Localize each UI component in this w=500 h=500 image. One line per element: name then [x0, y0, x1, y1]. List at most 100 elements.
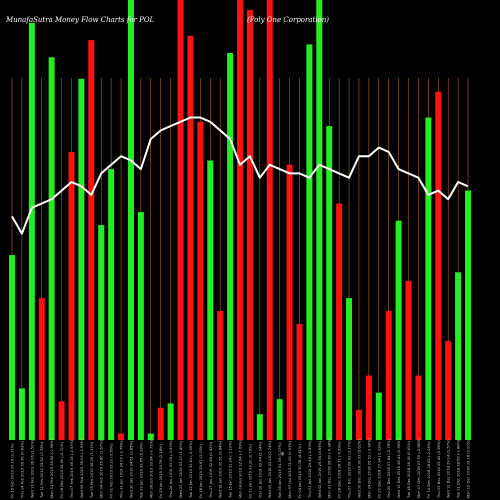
tick-label: Mon 10 Dec 2018 29.18 (0.00%) [467, 439, 471, 498]
chart-subtitle: (Poly One Corporation) [247, 16, 329, 24]
tick-label: Thu 31 Jan 2019 34.00 (-1.76%) [120, 440, 124, 499]
tick-label: Mon 04 Feb 2019 35.80 (1.67%) [100, 440, 104, 498]
bar-red [177, 0, 184, 441]
tick-label: Wed 12 Dec 2018 29.14 (1.57%) [447, 439, 451, 498]
tick-label: Fri 01 Feb 2019 35.21 (3.56%) [110, 443, 114, 498]
tick-label: Mon 07 Jan 2019 31.06 (0.91%) [288, 440, 292, 498]
tick-label: Fri 18 Jan 2019 33.67 (3.03%) [199, 444, 203, 498]
bar-layer [9, 0, 471, 441]
money-flow-line [11, 116, 469, 235]
tick-label: Fri 21 Dec 2018 27.34 (-1.09%) [377, 441, 381, 498]
tick-label: Tue 18 Dec 2018 28.16 (0.61%) [407, 440, 411, 499]
tick-label: Fri 25 Jan 2019 33.78 (2.18%) [159, 444, 163, 498]
bar-green [395, 220, 402, 440]
bar-red [385, 311, 392, 440]
bar-red [445, 341, 452, 440]
tick-layer: Fri 15 Feb 2019 37.16 (2.21%) Thu 14 Feb … [11, 438, 471, 499]
tick-label: Wed 02 Jan 2019 29.94 (4.69%) [318, 440, 322, 498]
bar-red [157, 407, 164, 440]
bar-red [68, 151, 75, 440]
tick-label: Tue 12 Feb 2019 35.52 (2.78%) [40, 441, 44, 499]
tick-label: Mon 24 Dec 2018 26.53 (-2.96%) [367, 438, 371, 498]
tick-label: Thu 10 Jan 2019 32.94 (2.14%) [258, 441, 262, 499]
bar-red [336, 203, 343, 440]
tick-label: Tue 05 Feb 2019 36.29 (1.37%) [90, 441, 94, 499]
bar-green [18, 388, 25, 440]
bar-red [355, 409, 362, 440]
tick-label: Thu 03 Jan 2019 29.48 (-1.53%) [308, 440, 312, 499]
tick-label: Thu 14 Feb 2019 36.36 (0.83%) [20, 440, 24, 499]
tick-label: Mon 14 Jan 2019 32.64 (-1.69%) [239, 439, 243, 498]
bar-green [167, 403, 174, 440]
tick-label: Mon 17 Dec 2018 27.99 (-2.88%) [417, 438, 421, 498]
tick-label: Tue 08 Jan 2019 31.39 (1.07%) [278, 442, 282, 499]
bar-red [246, 10, 253, 440]
tick-label: Mon 31 Dec 2018 28.60 (-0.38%) [328, 438, 332, 498]
bar-green [375, 392, 382, 440]
bar-red [217, 311, 224, 440]
tick-label: Fri 04 Jan 2019 30.78 (4.41%) [298, 444, 302, 498]
tick-label: Mon 11 Feb 2019 34.56 (-0.98%) [50, 438, 54, 498]
bar-green [98, 225, 105, 440]
bar-red [286, 164, 293, 441]
tick-label: Thu 17 Jan 2019 32.68 (0.52%) [209, 441, 213, 499]
bar-red [88, 40, 95, 440]
bar-red [237, 0, 243, 440]
bar-red [197, 121, 204, 441]
bar-green [147, 433, 154, 440]
chart-title: MunafaSutra Money Flow Charts for POL [5, 16, 155, 24]
tick-label: Tue 15 Jan 2019 32.24 (-1.22%) [229, 440, 233, 499]
tick-label: Thu 24 Jan 2019 33.06 (-0.63%) [169, 440, 173, 499]
bar-red [365, 375, 372, 440]
tick-label: Wed 16 Jan 2019 32.51 (0.84%) [219, 440, 223, 498]
tick-label: Fri 08 Feb 2019 34.90 (-0.71%) [60, 442, 64, 498]
tick-label: Wed 23 Jan 2019 33.27 (1.40%) [179, 440, 183, 498]
tick-label: Thu 20 Dec 2018 27.64 (-2.78%) [387, 438, 391, 499]
bar-green [227, 53, 234, 440]
bar-red [435, 91, 442, 440]
bar-red [187, 35, 194, 441]
bar-red [38, 298, 45, 440]
bar-green [256, 414, 263, 440]
tick-label: Fri 28 Dec 2018 28.71 (-0.69%) [338, 441, 342, 498]
tick-label: Mon 28 Jan 2019 33.54 (-0.71%) [149, 439, 153, 498]
tick-label: Fri 14 Dec 2018 28.82 (-2.04%) [427, 441, 431, 498]
tick-label: Wed 06 Feb 2019 36.04 (-0.69%) [80, 438, 84, 498]
bar-green [108, 169, 115, 440]
tick-label: Thu 13 Dec 2018 29.42 (0.96%) [437, 440, 441, 499]
bar-red [58, 401, 65, 440]
tick-label: Tue 22 Jan 2019 32.81 (-2.55%) [189, 440, 193, 499]
tick-label: Thu 07 Feb 2019 35.15 (-2.47%) [70, 439, 74, 499]
bar-green [28, 22, 35, 441]
tick-label: Wed 26 Dec 2018 28.02 (5.62%) [357, 439, 361, 498]
bar-green [465, 190, 471, 440]
bar-red [405, 280, 412, 440]
bar-red [296, 323, 303, 440]
axis-mark: $ [281, 451, 284, 457]
bar-green [306, 44, 313, 441]
bar-green [48, 57, 55, 441]
line-layer [11, 116, 469, 235]
bar-green [137, 212, 144, 440]
bar-green [455, 272, 462, 440]
bar-green [425, 117, 432, 440]
tick-label: Thu 27 Dec 2018 28.91 (3.17%) [348, 440, 352, 499]
bar-red [415, 375, 422, 440]
tick-label: Wed 19 Dec 2018 28.43 (0.96%) [397, 439, 401, 498]
bar-green [276, 399, 283, 440]
tick-label: Fri 11 Jan 2019 33.20 (0.79%) [248, 444, 252, 498]
tick-label: Tue 29 Jan 2019 33.65 (0.33%) [139, 442, 143, 499]
bar-green [316, 0, 323, 440]
bar-green [207, 160, 214, 440]
tick-label: Wed 09 Jan 2019 32.25 (2.74%) [268, 440, 272, 498]
bar-red [266, 0, 273, 440]
tick-label: Tue 11 Dec 2018 28.69 (-1.68%) [457, 439, 461, 499]
bar-green [346, 298, 353, 440]
bar-red [118, 433, 125, 440]
bar-green [326, 126, 333, 440]
bar-green [78, 78, 85, 441]
tick-label: Fri 15 Feb 2019 37.16 (2.21%) [11, 443, 15, 498]
bar-green [9, 255, 15, 440]
